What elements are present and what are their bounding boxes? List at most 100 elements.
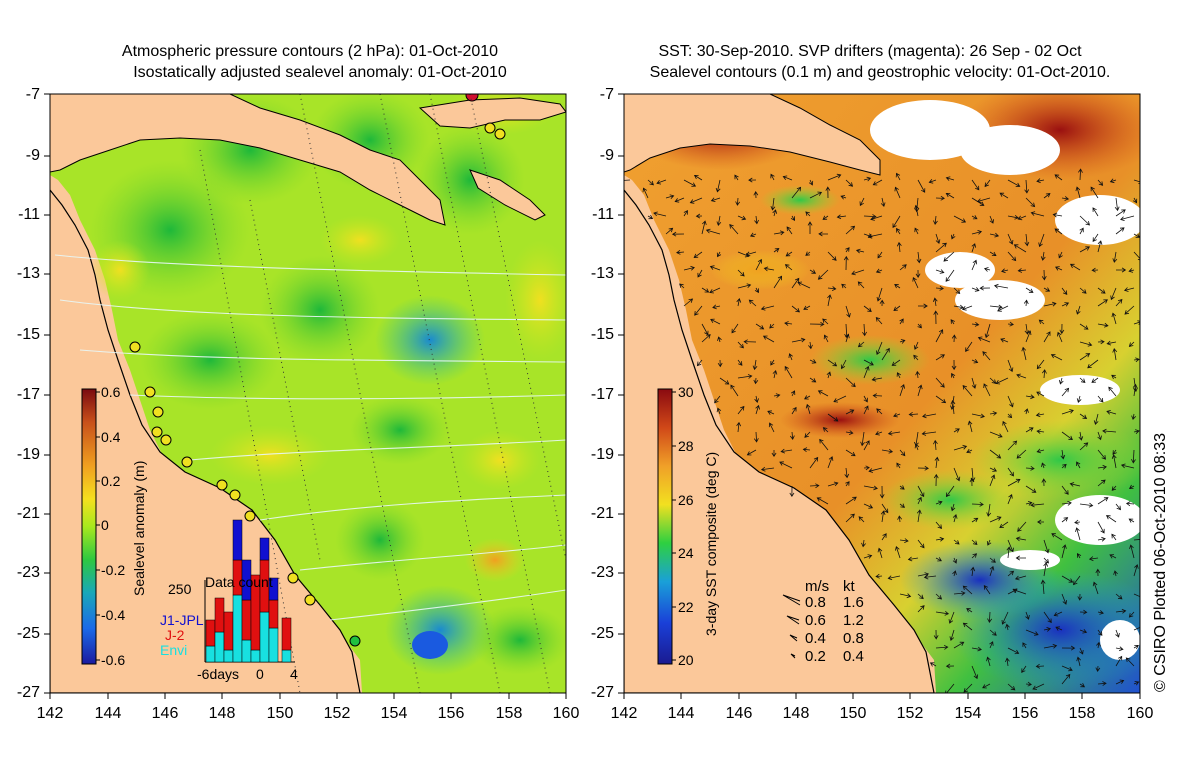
velocity-arrow (935, 329, 944, 343)
velocity-arrow (875, 573, 883, 579)
altimeter-tracks (199, 94, 566, 693)
velocity-arrow (1133, 357, 1140, 363)
velocity-arrow (822, 215, 829, 220)
velocity-arrow (1097, 464, 1107, 470)
velocity-arrow (971, 413, 985, 419)
velocity-arrow (863, 359, 874, 366)
velocity-arrow (989, 516, 1002, 523)
velocity-arrow (1069, 482, 1081, 487)
velocity-arrow (1007, 359, 1014, 373)
velocity-arrow (861, 539, 866, 548)
right-x-tick: 144 (667, 705, 695, 722)
velocity-arrow (1054, 228, 1063, 235)
velocity-arrow (755, 404, 760, 415)
velocity-arrow (754, 287, 759, 294)
velocity-arrow (1076, 461, 1081, 469)
velocity-arrow (1025, 287, 1034, 293)
velocity-arrow (1025, 197, 1036, 208)
velocity-arrow (1007, 214, 1019, 220)
velocity-arrow (859, 197, 865, 207)
velocity-arrow (1025, 465, 1035, 471)
velocity-arrow (773, 248, 780, 253)
velocity-arrow (789, 485, 795, 498)
velocity-arrow (915, 269, 921, 278)
right-x-tick: 142 (610, 705, 638, 722)
sst-cb-tick: 24 (678, 545, 694, 561)
velocity-arrow (1073, 575, 1081, 586)
velocity-arrow (999, 521, 1009, 529)
velocity-arrow (899, 264, 907, 271)
sla-map (50, 94, 566, 693)
velocity-arrow (1061, 302, 1070, 307)
velocity-key-ms: 0.6 (805, 612, 826, 629)
velocity-arrow (863, 395, 868, 403)
velocity-arrow (1061, 665, 1073, 672)
left-x-tick: 156 (437, 705, 465, 722)
velocity-arrow (780, 448, 793, 454)
velocity-arrow (683, 179, 697, 187)
sla-cb-tick: 0.4 (101, 429, 121, 445)
right-y-tick: -23 (590, 564, 614, 581)
velocity-arrow (822, 427, 829, 433)
velocity-arrow (971, 259, 978, 271)
velocity-arrow (803, 305, 811, 310)
velocity-arrow (1077, 593, 1083, 601)
velocity-arrow (945, 193, 955, 199)
velocity-arrow (1106, 410, 1117, 415)
velocity-arrow (1090, 186, 1099, 199)
velocity-arrow (1079, 502, 1094, 508)
velocity-arrow (1097, 449, 1106, 460)
australia-land (50, 189, 361, 693)
velocity-arrow (961, 305, 973, 311)
velocity-arrow (907, 556, 919, 562)
left-y-tick: -25 (16, 625, 40, 642)
velocity-arrow (697, 269, 703, 278)
velocity-arrow (1025, 611, 1030, 620)
velocity-arrow (1097, 299, 1108, 307)
velocity-arrow (933, 215, 938, 225)
velocity-arrow (962, 585, 973, 595)
velocity-arrow (784, 321, 793, 326)
velocity-arrow (769, 323, 775, 329)
velocity-arrow (1115, 209, 1126, 217)
velocity-arrow (710, 197, 721, 202)
velocity-arrow (845, 430, 854, 435)
velocity-arrow (1129, 544, 1135, 559)
velocity-arrow (808, 179, 814, 186)
velocity-arrow (1030, 502, 1045, 508)
velocity-arrow (917, 485, 925, 498)
velocity-arrow (1025, 681, 1032, 687)
velocity-key-ms: 0.4 (805, 630, 826, 647)
velocity-arrow (845, 305, 851, 318)
velocity-arrow (1024, 408, 1029, 415)
velocity-arrow (971, 287, 980, 292)
velocity-arrow (665, 194, 675, 199)
velocity-arrow (932, 297, 938, 307)
credit-text: © CSIRO Plotted 06-Oct-2010 08:33 (1152, 432, 1169, 692)
velocity-arrow (963, 683, 973, 693)
velocity-arrow (760, 466, 775, 472)
velocity-arrow (982, 351, 991, 361)
velocity-arrow (827, 481, 839, 487)
velocity-arrow (863, 214, 877, 219)
left-x-tick: 158 (495, 705, 523, 722)
velocity-arrow (945, 485, 955, 498)
velocity-arrow (863, 503, 874, 509)
velocity-arrow (1061, 387, 1070, 397)
velocity-arrow (1043, 557, 1050, 564)
velocity-arrow (1120, 463, 1135, 469)
velocity-arrow (745, 251, 757, 257)
right-y-tick: -21 (590, 505, 614, 522)
velocity-arrow (836, 214, 847, 220)
velocity-arrow (1036, 391, 1045, 397)
velocity-arrow (983, 584, 991, 595)
velocity-arrow (1015, 536, 1027, 542)
velocity-arrow (989, 251, 997, 256)
velocity-arrow (917, 384, 923, 397)
velocity-arrow (1007, 321, 1014, 327)
right-title-line1: SST: 30-Sep-2010. SVP drifters (magenta)… (658, 43, 1082, 60)
velocity-arrow (863, 554, 873, 559)
velocity-arrow (797, 281, 811, 289)
velocity-arrow (1115, 655, 1123, 667)
velocity-arrow (653, 211, 667, 217)
